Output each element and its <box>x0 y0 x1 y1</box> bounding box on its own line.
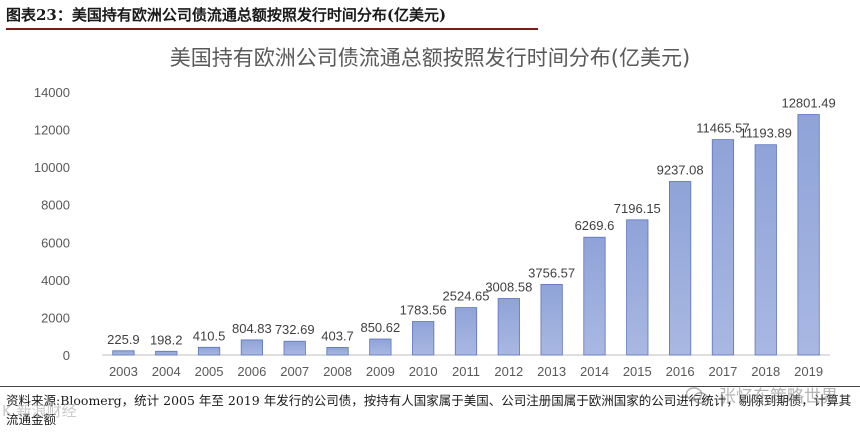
data-label-2010: 1783.56 <box>400 302 447 317</box>
y-tick-label: 12000 <box>34 123 70 138</box>
caption-underline <box>6 28 538 30</box>
data-label-2019: 12801.49 <box>781 96 835 111</box>
left-watermark: K 新浪财经 <box>2 402 77 420</box>
watermark: 张忆东策略世界 <box>685 382 838 407</box>
data-label-2016: 9237.08 <box>657 162 704 177</box>
data-label-2007: 732.69 <box>275 322 315 337</box>
x-tick-label: 2011 <box>452 364 480 379</box>
bar-2007 <box>283 340 306 356</box>
y-tick-label: 14000 <box>34 85 70 100</box>
x-tick-label: 2007 <box>280 364 309 379</box>
data-label-2015: 7196.15 <box>614 201 661 216</box>
x-tick-label: 2006 <box>237 364 266 379</box>
footer-divider <box>0 386 860 387</box>
bar-2009 <box>369 338 392 356</box>
watermark-text: 张忆东策略世界 <box>719 387 838 407</box>
x-tick-label: 2009 <box>366 364 395 379</box>
x-tick-label: 2010 <box>409 364 438 379</box>
chart-title: 美国持有欧洲公司债流通总额按照发行时间分布(亿美元) <box>170 46 690 70</box>
x-tick-label: 2012 <box>494 364 523 379</box>
data-label-2014: 6269.6 <box>575 218 615 233</box>
data-label-2006: 804.83 <box>232 321 272 336</box>
y-tick-label: 8000 <box>41 198 70 213</box>
y-tick-label: 2000 <box>41 310 70 325</box>
bar-2017 <box>711 139 735 356</box>
data-label-2018: 11193.89 <box>740 126 792 141</box>
bar-2003 <box>112 350 135 356</box>
x-tick-label: 2017 <box>708 364 737 379</box>
data-label-2017: 11465.57 <box>696 121 749 136</box>
bar-2016 <box>669 181 692 356</box>
bar-2015 <box>626 219 649 356</box>
data-labels: 225.9 198.2 410.5 804.83 732.69 403.7 850.6217… <box>107 96 836 348</box>
x-tick-label: 2018 <box>751 364 780 379</box>
bar-2014 <box>583 236 606 356</box>
data-label-2008: 403.7 <box>321 328 354 343</box>
x-tick-label: 2008 <box>323 364 352 379</box>
x-tick-label: 2003 <box>109 364 138 379</box>
y-tick-label: 0 <box>63 348 70 363</box>
bar-2019 <box>797 114 820 356</box>
bar-2013 <box>540 284 563 356</box>
bars <box>112 114 820 356</box>
x-tick-label: 2013 <box>537 364 566 379</box>
y-tick-label: 6000 <box>41 235 70 250</box>
bar-2006 <box>240 339 263 356</box>
data-label-2009: 850.62 <box>360 320 400 335</box>
y-tick-label: 10000 <box>34 160 70 175</box>
bar-2018 <box>754 144 777 356</box>
data-label-2004: 198.2 <box>150 332 183 347</box>
bar-2012 <box>497 298 520 356</box>
chart-area: 美国持有欧洲公司债流通总额按照发行时间分布(亿美元) 0 2000 4000 6000… <box>0 31 860 383</box>
x-tick-label: 2015 <box>623 364 652 379</box>
source-note: 资料来源:Bloomerg，统计 2005 年至 2019 年发行的公司债，按持… <box>6 393 852 427</box>
data-label-2003: 225.9 <box>107 332 140 347</box>
wechat-icon <box>685 387 708 404</box>
y-tick-label: 4000 <box>41 273 70 288</box>
bar-2005 <box>197 346 221 356</box>
x-tick-label: 2004 <box>152 364 181 379</box>
bar-chart: 美国持有欧洲公司债流通总额按照发行时间分布(亿美元) 0 2000 4000 6000… <box>34 46 836 379</box>
bar-2011 <box>454 307 478 356</box>
x-axis: 2003 2004 2005 2006 2007 2008 2009 2010 2011 2012… <box>109 364 823 379</box>
x-tick-label: 2014 <box>580 364 609 379</box>
bar-2004 <box>155 350 178 356</box>
data-label-2005: 410.5 <box>193 328 226 343</box>
x-tick-label: 2016 <box>666 364 695 379</box>
x-tick-label: 2005 <box>195 364 224 379</box>
figure-caption: 图表23：美国持有欧洲公司债流通总额按照发行时间分布(亿美元) <box>6 6 447 24</box>
data-label-2011: 2524.65 <box>443 289 490 304</box>
x-tick-label: 2019 <box>794 364 823 379</box>
bar-2010 <box>412 321 435 356</box>
data-label-2013: 3756.57 <box>528 265 575 280</box>
data-label-2012: 3008.58 <box>485 279 532 294</box>
figure-header: 图表23：美国持有欧洲公司债流通总额按照发行时间分布(亿美元) <box>6 4 538 30</box>
bar-2008 <box>326 347 349 356</box>
